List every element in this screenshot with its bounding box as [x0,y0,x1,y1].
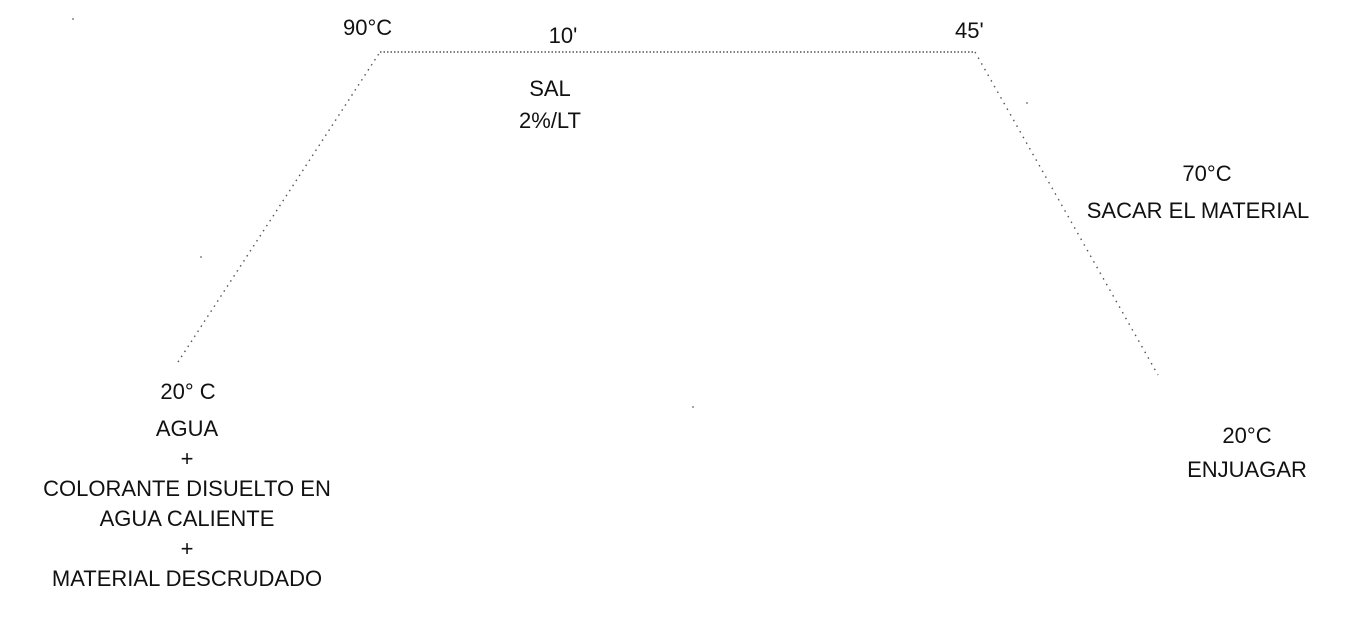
cooldown-temperature-label: 70°C [1182,161,1232,186]
salt-label: SAL [529,76,571,101]
peak-temperature-label: 90°C [343,15,393,40]
start-step-material: MATERIAL DESCRUDADO [51,566,323,591]
remove-material-label: SACAR EL MATERIAL [1086,198,1310,223]
end-time-label: 45' [955,18,984,43]
start-step-plus: + [180,446,194,471]
start-step-dye: COLORANTE DISUELTO EN [43,476,331,501]
speck [1026,102,1028,104]
speck [200,256,202,258]
salt-dose-label: 2%/LT [519,108,581,133]
speck [72,18,74,20]
speck [692,406,694,408]
heating-ramp-line [177,51,381,363]
start-temperature-label: 20° C [160,379,216,404]
start-step-water: AGUA [155,416,219,441]
start-step-hot-water: AGUA CALIENTE [99,506,275,531]
rinse-label: ENJUAGAR [1187,457,1307,482]
rinse-temperature-label: 20°C [1222,423,1272,448]
start-step-plus: + [180,536,194,561]
salt-time-label: 10' [548,23,578,48]
start-steps-list: AGUA + COLORANTE DISUELTO EN AGUA CALIEN… [2,414,372,594]
